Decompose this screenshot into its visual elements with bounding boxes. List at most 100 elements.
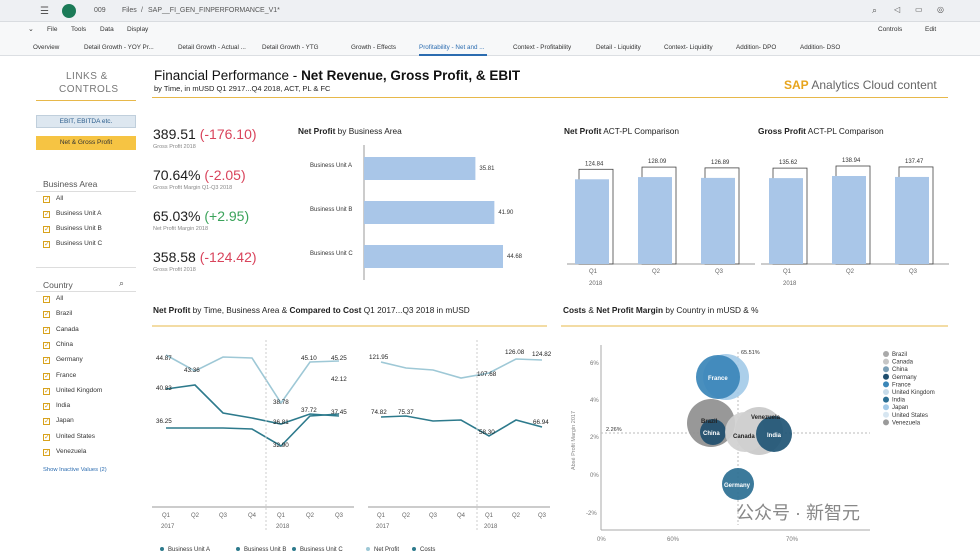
home-icon[interactable]	[62, 4, 76, 18]
checkbox[interactable]	[43, 417, 50, 426]
search-icon[interactable]: ⌕	[872, 5, 878, 15]
hamburger-icon[interactable]: ☰	[40, 6, 49, 17]
bubble[interactable]	[725, 412, 765, 452]
legend-label: India	[892, 398, 906, 404]
brand-sap: SAP	[784, 78, 809, 92]
tab-profitability[interactable]: Profitability - Net and ...	[419, 44, 485, 51]
menu-data[interactable]: Data	[100, 26, 114, 33]
checkbox[interactable]	[43, 210, 50, 218]
checkbox[interactable]	[43, 326, 50, 334]
bar[interactable]	[701, 177, 735, 264]
chat-icon[interactable]: ▭	[915, 5, 923, 14]
bubble[interactable]	[722, 468, 754, 500]
ebit-ebitda-button[interactable]: EBIT, EBITDA etc.	[36, 115, 136, 128]
tab-growth-effects[interactable]: Growth - Effects	[351, 44, 397, 51]
data-label: 38.78	[273, 399, 289, 406]
checkbox[interactable]	[43, 295, 50, 303]
bar[interactable]	[364, 157, 476, 180]
show-inactive-link[interactable]: Show Inactive Values (2)	[43, 467, 107, 473]
bubble[interactable]	[696, 355, 740, 399]
tab-context-profitability[interactable]: Context - Profitability	[513, 44, 572, 51]
country-label: France	[56, 371, 77, 379]
tab-context-liquidity[interactable]: Context- Liquidity	[664, 44, 713, 51]
tab-addition-dso[interactable]: Addition- DSO	[800, 44, 841, 51]
chevron-down-icon[interactable]: ⌄	[28, 26, 34, 33]
kpi-label: Gross Profit 2018	[153, 144, 196, 150]
checkbox[interactable]	[43, 310, 50, 319]
checkbox[interactable]	[43, 225, 50, 233]
file-name: SAP__FI_GEN_FINPERFORMANCE_V1*	[148, 7, 280, 14]
data-label: 36.81	[273, 419, 289, 426]
menu-tools[interactable]: Tools	[71, 26, 87, 33]
kpi-delta: (+2.95)	[204, 208, 250, 224]
bar-value-label: 135.62	[779, 160, 798, 166]
bar-value-label: 35.81	[479, 166, 495, 172]
reference-label: 65.51%	[741, 350, 760, 356]
checkbox[interactable]	[43, 341, 50, 349]
menu-file[interactable]: File	[47, 26, 58, 33]
bar[interactable]	[895, 176, 929, 264]
bar[interactable]	[769, 178, 803, 264]
divider	[36, 191, 136, 192]
series-line[interactable]	[165, 384, 340, 425]
series-line[interactable]	[165, 354, 340, 405]
tab-detail-liquidity[interactable]: Detail - Liquidity	[596, 44, 641, 51]
y-axis-label: Absé Profit Margin 2017	[571, 411, 577, 470]
kpi-delta: (-2.05)	[204, 167, 246, 183]
checkbox[interactable]	[43, 356, 50, 365]
bar-value-label: 128.09	[648, 159, 667, 165]
heading-part: ACT-PL Comparison	[806, 126, 884, 136]
tab-overview[interactable]: Overview	[33, 44, 60, 51]
legend-label: United States	[892, 413, 928, 419]
tab-detail-growth-actual[interactable]: Detail Growth - Actual ...	[178, 44, 246, 51]
country-label: India	[56, 402, 71, 410]
bubble-label: Canada	[733, 434, 755, 440]
kpi-delta: (-176.10)	[199, 126, 257, 142]
search-icon[interactable]: ⌕	[119, 278, 125, 288]
tick-label: Q3	[538, 513, 547, 519]
checkbox[interactable]	[43, 448, 50, 456]
page-title: Financial Performance - Net Revenue, Gro…	[154, 68, 520, 83]
checkbox[interactable]	[43, 195, 50, 203]
bubble-label: Venezuela	[751, 415, 781, 421]
notification-icon[interactable]: ◁	[894, 5, 901, 14]
legend-label: United Kingdom	[892, 390, 935, 396]
bubble[interactable]	[756, 416, 792, 452]
kpi-label: Gross Profit Margin Q1-Q3 2018	[153, 185, 233, 191]
controls-button[interactable]: Controls	[878, 26, 903, 33]
menu-display[interactable]: Display	[127, 26, 149, 33]
country-label: Germany	[56, 356, 83, 364]
legend-marker	[883, 411, 889, 418]
checkbox[interactable]	[43, 372, 50, 380]
net-gross-profit-button[interactable]: Net & Gross Profit	[36, 136, 136, 150]
bar-value-label: 137.47	[905, 159, 924, 165]
tab-detail-growth-ytg[interactable]: Detail Growth - YTG	[262, 44, 319, 51]
series-line[interactable]	[380, 415, 543, 437]
series-line[interactable]	[166, 413, 340, 448]
bar[interactable]	[832, 176, 866, 264]
help-icon[interactable]: ◎	[937, 5, 944, 14]
checkbox[interactable]	[43, 433, 50, 441]
checkbox[interactable]	[43, 240, 50, 248]
bar[interactable]	[575, 179, 609, 264]
bar-category-label: Business Unit B	[310, 207, 352, 213]
bar[interactable]	[364, 245, 504, 268]
checkbox[interactable]	[43, 402, 50, 411]
tab-addition-dpo[interactable]: Addition- DPO	[736, 44, 777, 51]
edit-button[interactable]: Edit	[925, 26, 937, 33]
tab-detail-growth-yoy[interactable]: Detail Growth - YOY Pr...	[84, 44, 154, 51]
kpi-value: 70.64% (-2.05)	[153, 167, 246, 185]
bubble[interactable]	[700, 419, 726, 445]
bar[interactable]	[638, 177, 672, 264]
shell-bar: ☰ 009 Files / SAP__FI_GEN_FINPERFORMANCE…	[0, 0, 980, 22]
bar[interactable]	[364, 201, 495, 224]
year-label: 2018	[783, 281, 797, 287]
tick-label: Q3	[715, 269, 724, 275]
files-link[interactable]: Files	[122, 7, 137, 14]
tick-label: Q3	[219, 513, 228, 519]
checkbox[interactable]	[43, 387, 50, 395]
legend-marker	[883, 366, 889, 373]
heading-part: Net Profit	[298, 126, 336, 136]
series-line[interactable]	[380, 358, 543, 379]
breadcrumb-separator: /	[141, 7, 143, 14]
